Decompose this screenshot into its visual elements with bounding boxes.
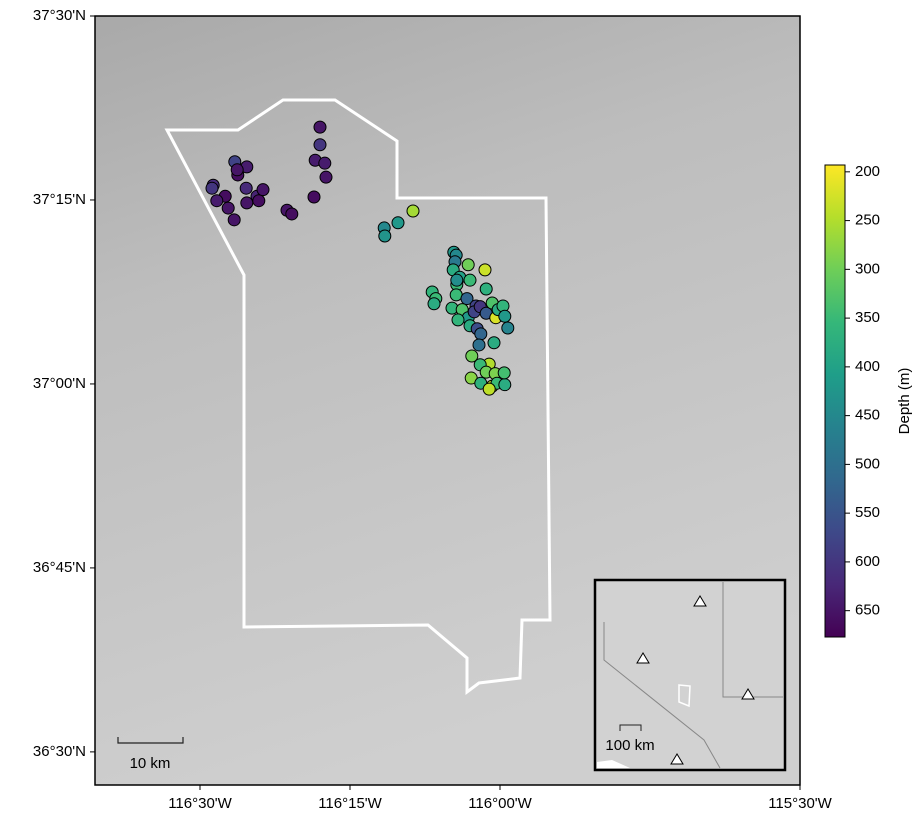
colorbar-label: Depth (m)	[896, 368, 913, 435]
y-tick-label: 37°00'N	[33, 375, 86, 392]
y-tick-label: 37°30'N	[33, 7, 86, 24]
event-point	[498, 367, 510, 379]
event-point	[286, 208, 298, 220]
event-point	[499, 310, 511, 322]
event-point	[228, 214, 240, 226]
colorbar-tick-label: 650	[855, 602, 880, 619]
y-tick-label: 36°45'N	[33, 559, 86, 576]
event-point	[257, 184, 269, 196]
event-point	[499, 379, 511, 391]
event-point	[451, 274, 463, 286]
event-point	[231, 164, 243, 176]
inset-scale-label: 100 km	[605, 737, 654, 754]
x-tick-label: 116°30'W	[168, 795, 232, 812]
event-point	[475, 328, 487, 340]
x-tick-label: 115°30'W	[768, 795, 832, 812]
event-point	[428, 298, 440, 310]
event-point	[407, 205, 419, 217]
event-point	[211, 195, 223, 207]
event-point	[240, 182, 252, 194]
scale-bar-label: 10 km	[130, 755, 171, 772]
event-point	[314, 139, 326, 151]
x-tick-label: 116°00'W	[468, 795, 532, 812]
event-point	[253, 195, 265, 207]
colorbar-tick-label: 300	[855, 260, 880, 277]
map-figure: 10 km 100 km Depth (m) 116°30'W 116°15'W 1…	[0, 0, 922, 820]
event-point	[480, 283, 492, 295]
event-point	[320, 171, 332, 183]
colorbar-tick-label: 450	[855, 407, 880, 424]
x-tick-label: 116°15'W	[318, 795, 382, 812]
colorbar-tick-label: 500	[855, 455, 880, 472]
colorbar-tick-label: 350	[855, 309, 880, 326]
event-point	[319, 157, 331, 169]
colorbar-tick-label: 550	[855, 504, 880, 521]
colorbar-tick-label: 600	[855, 553, 880, 570]
event-point	[502, 322, 514, 334]
event-point	[483, 383, 495, 395]
colorbar-tick-label: 250	[855, 212, 880, 229]
event-point	[479, 264, 491, 276]
colorbar-tick-label: 200	[855, 163, 880, 180]
event-point	[464, 274, 476, 286]
event-point	[206, 182, 218, 194]
event-point	[452, 314, 464, 326]
event-point	[308, 191, 320, 203]
event-point	[473, 339, 485, 351]
event-point	[392, 217, 404, 229]
inset-map: 100 km	[595, 580, 785, 770]
event-point	[462, 259, 474, 271]
event-point	[379, 230, 391, 242]
y-tick-label: 36°30'N	[33, 743, 86, 760]
colorbar-tick-label: 400	[855, 358, 880, 375]
colorbar	[825, 165, 845, 637]
y-tick-label: 37°15'N	[33, 191, 86, 208]
event-point	[488, 337, 500, 349]
event-point	[222, 202, 234, 214]
event-point	[314, 121, 326, 133]
event-point	[450, 289, 462, 301]
